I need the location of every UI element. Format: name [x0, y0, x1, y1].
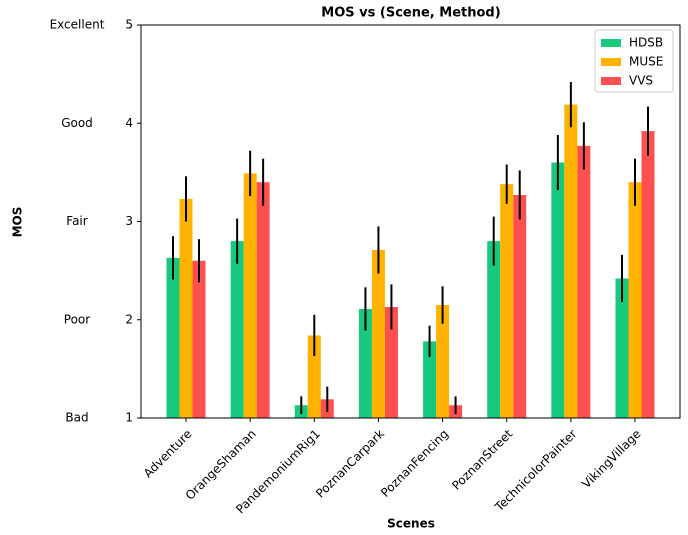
legend-label: MUSE	[629, 55, 663, 69]
bar	[371, 249, 385, 418]
legend-label: HDSB	[629, 36, 663, 50]
bar	[166, 257, 180, 418]
bar	[577, 145, 591, 418]
y-tick-label: 3	[125, 214, 133, 228]
bar	[192, 260, 206, 418]
y-quality-label: Fair	[66, 214, 87, 228]
x-tick-label: PoznanStreet	[449, 426, 515, 492]
y-quality-label: Bad	[65, 411, 88, 425]
x-tick-label: PoznanFencing	[378, 427, 451, 500]
bar	[423, 341, 437, 418]
bar	[436, 305, 450, 418]
bar	[230, 241, 244, 418]
legend-swatch	[601, 39, 621, 47]
bar	[179, 198, 193, 418]
legend-swatch	[601, 77, 621, 85]
y-tick-label: 1	[125, 411, 133, 425]
y-quality-label: Poor	[64, 312, 90, 326]
bar	[513, 194, 527, 418]
legend-label: VVS	[629, 74, 653, 88]
y-tick-label: 4	[125, 116, 133, 130]
chart-title: MOS vs (Scene, Method)	[321, 6, 500, 21]
y-axis-label: MOS	[11, 207, 25, 238]
x-tick-label: PoznanCarpark	[313, 427, 387, 501]
bar	[615, 278, 629, 418]
bar	[243, 173, 257, 418]
bar	[487, 241, 501, 418]
bar	[307, 335, 321, 418]
y-quality-label: Good	[61, 116, 93, 130]
bar	[358, 308, 372, 418]
bar	[384, 306, 398, 418]
bar	[641, 131, 655, 419]
y-tick-label: 2	[125, 312, 133, 326]
x-tick-label: Adventure	[141, 427, 195, 481]
bar	[551, 162, 565, 418]
bar	[256, 182, 270, 418]
plot-frame	[140, 24, 681, 419]
bar	[564, 104, 578, 419]
bar	[500, 184, 514, 418]
y-quality-label: Excellent	[50, 18, 105, 32]
legend-swatch	[601, 58, 621, 66]
y-tick-label: 5	[125, 18, 133, 32]
x-tick-label: VikingVillage	[579, 427, 643, 491]
x-axis-label: Scenes	[387, 517, 435, 531]
bar	[628, 182, 642, 418]
